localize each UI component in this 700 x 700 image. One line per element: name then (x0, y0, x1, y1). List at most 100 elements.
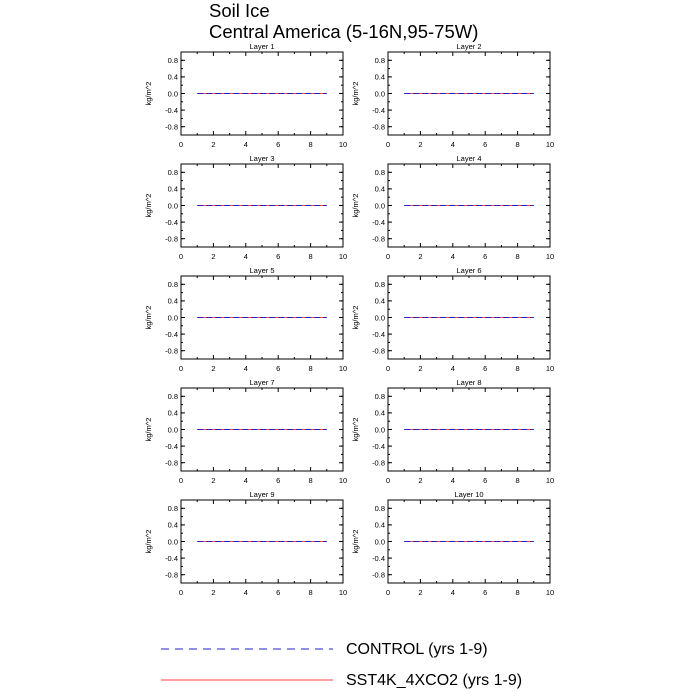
x-tick-label: 8 (309, 476, 313, 485)
x-tick-label: 0 (386, 588, 390, 597)
panel-3: Layer 3 0 2 4 6 8 10 0.8 0.4 0.0 -0.4 -0.8 kg/m^2 (144, 154, 347, 261)
y-tick-label: 0.0 (375, 89, 385, 98)
y-tick-label: 0.8 (375, 280, 385, 289)
x-tick-label: 2 (211, 140, 215, 149)
y-tick-label: 0.8 (168, 56, 178, 65)
y-tick-label: 0.8 (375, 168, 385, 177)
x-tick-label: 0 (386, 252, 390, 261)
y-tick-label: -0.8 (165, 571, 178, 580)
x-tick-label: 8 (309, 588, 313, 597)
legend-label-control: CONTROL (yrs 1-9) (346, 641, 488, 658)
y-tick-label: 0.8 (168, 280, 178, 289)
panel-title: Layer 4 (456, 154, 481, 163)
y-tick-label: -0.4 (372, 106, 385, 115)
y-tick-label: 0.4 (168, 73, 178, 82)
panel-7: Layer 7 0 2 4 6 8 10 0.8 0.4 0.0 -0.4 -0.8 kg/m^2 (144, 378, 347, 485)
y-tick-label: 0.0 (375, 425, 385, 434)
panel-8: Layer 8 0 2 4 6 8 10 0.8 0.4 0.0 -0.4 -0.8 kg/m^2 (351, 378, 554, 485)
panel-title: Layer 5 (249, 266, 274, 275)
x-tick-label: 4 (244, 140, 248, 149)
y-tick-label: 0.4 (168, 297, 178, 306)
x-tick-label: 2 (418, 140, 422, 149)
x-tick-label: 8 (516, 364, 520, 373)
x-tick-label: 6 (483, 364, 487, 373)
y-tick-label: -0.8 (372, 571, 385, 580)
x-tick-label: 6 (276, 364, 280, 373)
panel-4: Layer 4 0 2 4 6 8 10 0.8 0.4 0.0 -0.4 -0.8 kg/m^2 (351, 154, 554, 261)
x-tick-label: 4 (244, 476, 248, 485)
y-tick-label: 0.0 (168, 201, 178, 210)
y-tick-label: -0.8 (165, 347, 178, 356)
figure-title: Soil Ice Central America (5-16N,95-75W) (209, 0, 478, 42)
y-tick-label: 0.0 (168, 425, 178, 434)
y-tick-label: 0.8 (168, 392, 178, 401)
x-tick-label: 2 (211, 364, 215, 373)
x-tick-label: 0 (386, 140, 390, 149)
y-tick-label: 0.0 (168, 313, 178, 322)
panel-5: Layer 5 0 2 4 6 8 10 0.8 0.4 0.0 -0.4 -0.8 kg/m^2 (144, 266, 347, 373)
panel-title: Layer 10 (454, 490, 483, 499)
panel-10: Layer 10 0 2 4 6 8 10 0.8 0.4 0.0 -0.4 -0.8 kg/m^2 (351, 490, 554, 597)
y-axis-label: kg/m^2 (351, 418, 360, 442)
panel-9: Layer 9 0 2 4 6 8 10 0.8 0.4 0.0 -0.4 -0.8 kg/m^2 (144, 490, 347, 597)
y-tick-label: -0.8 (372, 235, 385, 244)
x-tick-label: 4 (451, 588, 455, 597)
x-tick-label: 2 (418, 588, 422, 597)
y-tick-label: -0.4 (372, 218, 385, 227)
y-tick-label: -0.4 (372, 554, 385, 563)
legend: CONTROL (yrs 1-9) SST4K_4XCO2 (yrs 1-9) (161, 641, 522, 689)
x-tick-label: 10 (339, 588, 347, 597)
y-axis-label: kg/m^2 (144, 418, 153, 442)
legend-label-sst4k: SST4K_4XCO2 (yrs 1-9) (346, 672, 522, 689)
x-tick-label: 4 (244, 252, 248, 261)
x-tick-label: 2 (418, 476, 422, 485)
y-tick-label: -0.4 (372, 330, 385, 339)
y-tick-label: 0.0 (375, 201, 385, 210)
x-tick-label: 10 (339, 476, 347, 485)
y-axis-label: kg/m^2 (351, 530, 360, 554)
panel-title: Layer 2 (456, 42, 481, 51)
x-tick-label: 10 (546, 252, 554, 261)
x-tick-label: 8 (309, 252, 313, 261)
x-tick-label: 6 (276, 588, 280, 597)
y-tick-label: 0.4 (168, 521, 178, 530)
panel-title: Layer 8 (456, 378, 481, 387)
x-tick-label: 6 (483, 588, 487, 597)
y-axis-label: kg/m^2 (351, 82, 360, 106)
panel-title: Layer 6 (456, 266, 481, 275)
x-tick-label: 4 (451, 364, 455, 373)
x-tick-label: 0 (179, 140, 183, 149)
x-tick-label: 2 (211, 476, 215, 485)
x-tick-label: 2 (418, 364, 422, 373)
x-tick-label: 2 (211, 588, 215, 597)
y-tick-label: 0.4 (375, 297, 385, 306)
panel-title: Layer 3 (249, 154, 274, 163)
y-tick-label: -0.4 (165, 442, 178, 451)
x-tick-label: 6 (276, 140, 280, 149)
y-axis-label: kg/m^2 (144, 530, 153, 554)
figure-title-line1: Soil Ice (209, 0, 270, 21)
y-tick-label: -0.8 (372, 459, 385, 468)
y-tick-label: -0.8 (165, 123, 178, 132)
y-tick-label: -0.8 (165, 235, 178, 244)
y-tick-label: 0.4 (375, 521, 385, 530)
y-tick-label: 0.0 (375, 313, 385, 322)
y-tick-label: 0.0 (168, 89, 178, 98)
x-tick-label: 6 (276, 252, 280, 261)
y-tick-label: -0.8 (372, 123, 385, 132)
y-tick-label: -0.4 (372, 442, 385, 451)
x-tick-label: 4 (244, 364, 248, 373)
panel-title: Layer 9 (249, 490, 274, 499)
figure-title-line2: Central America (5-16N,95-75W) (209, 21, 479, 42)
x-tick-label: 6 (483, 140, 487, 149)
y-tick-label: 0.4 (168, 185, 178, 194)
x-tick-label: 4 (451, 140, 455, 149)
y-tick-label: 0.8 (168, 168, 178, 177)
x-tick-label: 0 (179, 364, 183, 373)
y-tick-label: 0.0 (375, 537, 385, 546)
x-tick-label: 4 (451, 476, 455, 485)
x-tick-label: 10 (546, 588, 554, 597)
x-tick-label: 10 (546, 476, 554, 485)
y-tick-label: 0.4 (375, 73, 385, 82)
panel-2: Layer 2 0 2 4 6 8 10 0.8 0.4 0.0 -0.4 -0.8 kg/m^2 (351, 42, 554, 149)
